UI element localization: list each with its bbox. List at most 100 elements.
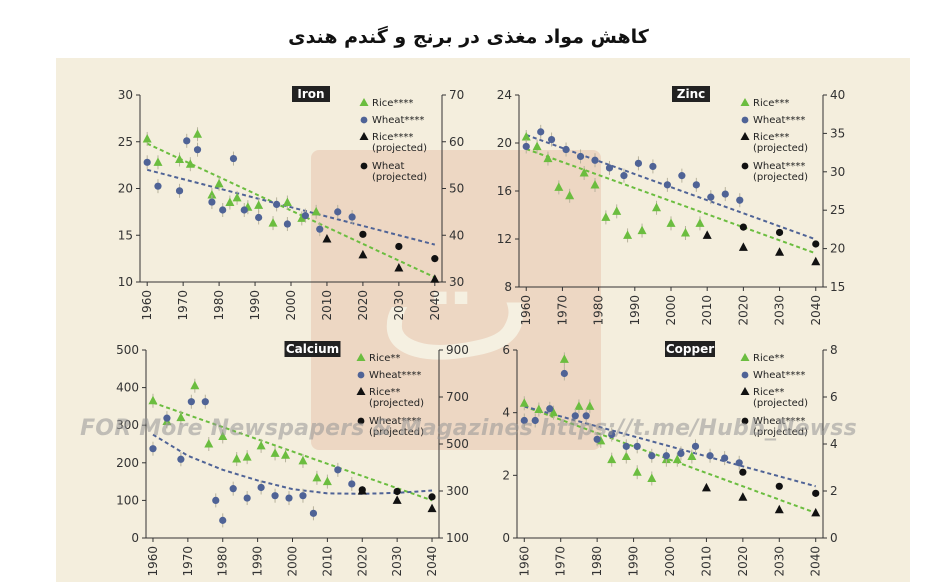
wheat-point xyxy=(316,225,324,233)
wheat-projected-point xyxy=(812,240,820,248)
rice-projected-point xyxy=(427,503,437,513)
rice-point xyxy=(695,218,705,227)
rice-point xyxy=(666,218,676,227)
wheat-trend-line xyxy=(146,168,436,246)
rice-point xyxy=(632,467,642,476)
legend-label: Wheat**** xyxy=(369,370,421,381)
y-right-tick-label: 900 xyxy=(446,343,469,357)
x-tick-label: 2020 xyxy=(355,546,369,577)
wheat-projected-point xyxy=(428,493,436,501)
legend-label: Wheat**** xyxy=(753,161,805,172)
legend-marker xyxy=(740,98,750,106)
rice-point xyxy=(207,190,217,199)
rice-projected-point xyxy=(394,262,404,272)
panel-copper: 0 2 4 6 0 2 4 6 8 1960 1970 1980 1990 2000 2010 2020 203… xyxy=(502,341,838,577)
legend-marker xyxy=(359,132,369,140)
main-title: کاهش مواد مغذی در برنج و گندم هندی xyxy=(288,26,649,48)
legend-marker xyxy=(359,98,369,106)
x-tick-label: 2000 xyxy=(664,295,678,326)
legend-label: (projected) xyxy=(369,398,424,409)
rice-point xyxy=(185,159,195,168)
wheat-point xyxy=(273,200,281,208)
y-left-tick-label: 4 xyxy=(502,406,510,420)
wheat-point xyxy=(576,152,585,161)
wheat-point xyxy=(177,455,185,463)
wheat-projected-point xyxy=(358,486,366,494)
x-tick-label: 2010 xyxy=(699,546,713,577)
x-tick-label: 1960 xyxy=(146,546,160,577)
wheat-point xyxy=(212,496,220,504)
wheat-point xyxy=(154,182,162,190)
wheat-point xyxy=(187,398,195,406)
y-right-tick-label: 6 xyxy=(830,390,838,404)
wheat-point xyxy=(193,146,202,154)
wheat-point xyxy=(255,213,263,222)
panel-iron: 10 15 20 25 30 30 40 50 60 70 1960 1970 1980 1990 2000… xyxy=(118,86,464,321)
legend-label: Rice** xyxy=(753,387,784,398)
rice-projected-point xyxy=(774,504,784,514)
x-tick-label: 2030 xyxy=(392,290,406,321)
rice-point xyxy=(601,212,611,221)
y-right-tick-label: 300 xyxy=(446,484,469,498)
rice-point xyxy=(521,132,531,141)
wheat-projected-point xyxy=(395,242,403,251)
y-right-tick-label: 0 xyxy=(830,531,838,545)
rice-projected-point xyxy=(701,482,711,492)
rice-point xyxy=(637,225,647,235)
rice-projected-point xyxy=(392,495,402,504)
y-left-tick-label: 10 xyxy=(118,275,133,289)
x-tick-label: 2040 xyxy=(428,290,442,321)
y-left-tick-label: 500 xyxy=(116,343,139,357)
panel-title-box xyxy=(284,341,341,357)
x-tick-label: 1980 xyxy=(212,290,226,321)
legend-label: Rice**** xyxy=(372,132,413,143)
rice-projected-point xyxy=(738,242,748,251)
x-tick-label: 2000 xyxy=(663,546,677,577)
rice-projected-point xyxy=(775,247,785,256)
x-tick-label: 2030 xyxy=(772,546,786,577)
wheat-point xyxy=(562,145,570,154)
legend-label: (projected) xyxy=(753,398,808,409)
x-tick-label: 1990 xyxy=(627,546,641,577)
y-left-tick-label: 12 xyxy=(497,232,512,246)
legend-marker xyxy=(741,371,749,379)
rice-point xyxy=(559,354,569,363)
legend-label: Wheat**** xyxy=(753,370,805,381)
y-right-tick-label: 30 xyxy=(449,275,464,289)
rice-point xyxy=(153,157,163,166)
y-right-tick-label: 60 xyxy=(449,135,464,149)
rice-projected-point xyxy=(702,230,712,239)
rice-point xyxy=(543,153,553,163)
y-right-tick-label: 4 xyxy=(830,437,838,451)
x-tick-label: 1960 xyxy=(140,290,154,321)
rice-point xyxy=(554,182,564,191)
wheat-point xyxy=(547,135,556,144)
rice-point xyxy=(590,180,600,189)
figure-panel: ت 10 15 20 25 30 30 40 50 60 70 1960 1970 1980 1990 20… xyxy=(56,58,910,582)
wheat-point xyxy=(334,466,342,474)
wheat-point xyxy=(622,442,630,450)
wheat-point xyxy=(663,181,671,189)
y-right-tick-label: 20 xyxy=(830,242,845,256)
wheat-point xyxy=(560,369,568,378)
y-left-tick-label: 2 xyxy=(502,468,510,482)
wheat-point xyxy=(201,398,209,406)
wheat-point xyxy=(520,416,528,425)
y-left-tick-label: 25 xyxy=(118,135,133,149)
rice-point xyxy=(579,168,589,177)
rice-point xyxy=(548,407,558,417)
wheat-trend-line xyxy=(525,133,817,241)
x-tick-label: 2040 xyxy=(425,546,439,577)
rice-point xyxy=(534,404,544,414)
legend-marker xyxy=(740,387,750,395)
x-tick-label: 2020 xyxy=(736,295,750,326)
center-watermark-logo: ت xyxy=(311,150,601,450)
x-tick-label: 2000 xyxy=(286,546,300,577)
wheat-projected-point xyxy=(739,223,747,231)
legend-marker xyxy=(740,132,750,140)
panel-calcium: 0 100 200 300 400 500 100 300 500 700 900 1960 1970 1… xyxy=(116,341,469,577)
y-right-tick-label: 8 xyxy=(830,343,838,357)
legend-marker xyxy=(360,116,368,124)
rice-point xyxy=(519,398,529,407)
x-tick-label: 2040 xyxy=(809,546,823,577)
